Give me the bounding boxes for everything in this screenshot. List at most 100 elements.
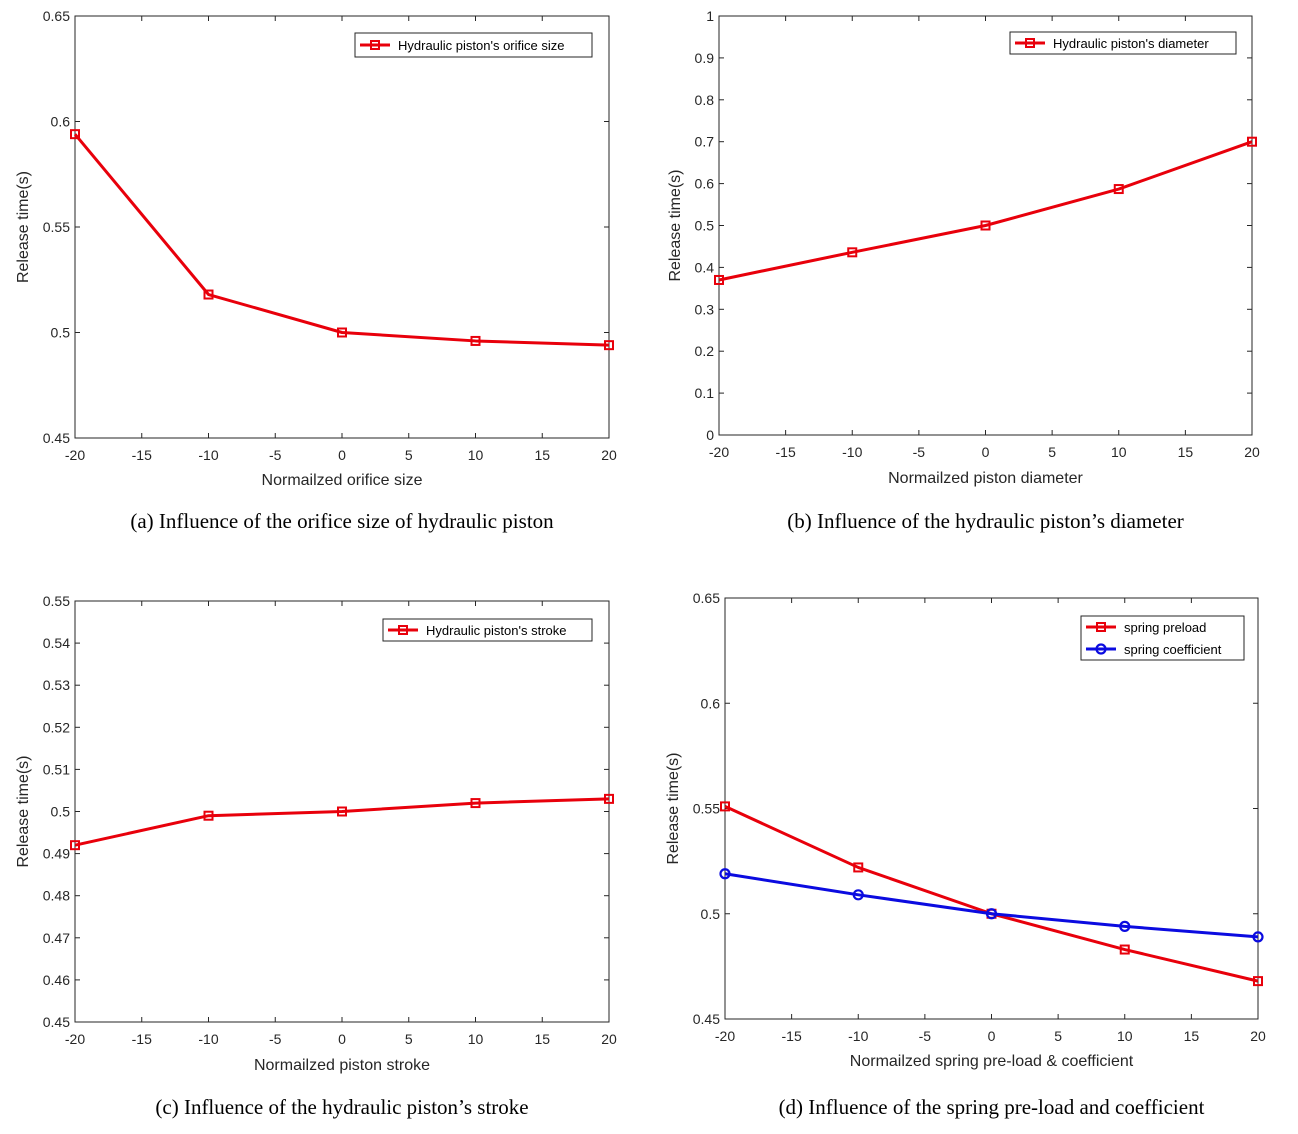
x-tick-label: 15 (534, 447, 550, 463)
x-tick-label: -5 (913, 444, 926, 460)
y-tick-label: 0.6 (701, 695, 721, 711)
y-tick-label: 0.45 (43, 430, 70, 446)
legend-box (354, 32, 593, 58)
data-point (337, 327, 347, 338)
y-tick-label: 0.4 (695, 259, 715, 275)
legend-label: spring coefficient (1124, 642, 1222, 657)
chart-b: -20 -15 -10 -5 0 5 10 15 20 0 0.1 0.2 0.3 0.4 0.5 0.6 0.… (667, 8, 1260, 533)
legend-box (1080, 615, 1245, 661)
x-tick-label: 20 (1250, 1028, 1266, 1044)
y-tick-label: 0.1 (695, 385, 715, 401)
data-point (470, 335, 481, 346)
series-line-0 (718, 140, 1253, 282)
y-tick-label: 0.47 (43, 930, 70, 946)
x-tick-label: -5 (269, 447, 282, 463)
x-tick-label: 0 (988, 1028, 996, 1044)
y-tick-label: 0.46 (43, 972, 70, 988)
data-point (1252, 931, 1264, 943)
y-tick-label: 0 (706, 427, 714, 443)
data-point (1119, 944, 1130, 955)
x-tick-label: -10 (198, 1031, 218, 1047)
y-tick-label: 0.52 (43, 719, 70, 735)
chart-a: -20 -15 -10 -5 0 5 10 15 20 0.45 0.5 0.55 0.6 0.65 Hyd… (15, 8, 617, 533)
y-tick-label: 0.5 (51, 325, 71, 341)
data-point (470, 798, 481, 809)
data-point (70, 840, 80, 851)
x-tick-label: -5 (269, 1031, 282, 1047)
series-line-0 (73, 133, 610, 347)
x-tick-label: -20 (65, 447, 85, 463)
x-tick-label: 10 (468, 1031, 484, 1047)
data-point (852, 889, 864, 901)
chart-caption: (a) Influence of the orifice size of hyd… (130, 509, 554, 533)
y-tick-label: 0.5 (695, 218, 715, 234)
x-tick-label: 5 (1048, 444, 1056, 460)
x-tick-label: 20 (601, 1031, 617, 1047)
x-axis-label: Normailzed piston stroke (254, 1057, 430, 1074)
x-tick-label: 10 (1111, 444, 1127, 460)
x-tick-label: -15 (782, 1028, 802, 1044)
data-point (985, 908, 998, 920)
data-point (1253, 976, 1263, 987)
data-point (203, 289, 214, 300)
y-axis-label: Release time(s) (15, 755, 32, 867)
legend-box (382, 618, 593, 642)
x-tick-label: -10 (198, 447, 218, 463)
legend-marker (1096, 622, 1106, 632)
x-tick-label: -15 (132, 1031, 152, 1047)
x-tick-label: 0 (338, 447, 346, 463)
y-tick-label: 0.65 (693, 590, 720, 606)
chart-c: -20 -15 -10 -5 0 5 10 15 20 0.45 0.46 0.47 0.48 0.49 0… (15, 593, 617, 1119)
y-tick-label: 0.8 (695, 92, 715, 108)
y-tick-label: 0.53 (43, 677, 70, 693)
y-tick-label: 0.49 (43, 846, 70, 862)
x-tick-label: 5 (405, 447, 413, 463)
chart-d: -20 -15 -10 -5 0 5 10 15 20 0.45 0.5 0.55 0.6 0.65 spr… (665, 590, 1266, 1119)
x-tick-label: -5 (919, 1028, 932, 1044)
y-tick-label: 0.6 (695, 176, 715, 192)
x-tick-label: 15 (1184, 1028, 1200, 1044)
y-tick-label: 0.48 (43, 888, 70, 904)
data-point (337, 806, 347, 817)
data-point (720, 801, 730, 812)
x-tick-label: 15 (534, 1031, 550, 1047)
x-tick-label: 0 (982, 444, 990, 460)
x-tick-label: 5 (405, 1031, 413, 1047)
data-point (719, 868, 731, 880)
x-tick-label: 10 (1117, 1028, 1133, 1044)
x-tick-label: -15 (776, 444, 796, 460)
x-tick-label: -20 (709, 444, 729, 460)
x-tick-label: -10 (842, 444, 862, 460)
data-point (70, 129, 80, 140)
legend-marker (1095, 643, 1107, 655)
x-tick-label: -20 (65, 1031, 85, 1047)
y-tick-label: 0.5 (51, 804, 71, 820)
x-axis-label: Normailzed spring pre-load & coefficient (850, 1053, 1134, 1070)
x-tick-label: -20 (715, 1028, 735, 1044)
data-point (847, 247, 858, 258)
data-point (1113, 184, 1124, 195)
y-tick-label: 0.51 (43, 761, 70, 777)
x-axis-label: Normailzed orifice size (262, 472, 423, 489)
y-tick-label: 0.55 (43, 593, 70, 609)
y-tick-label: 0.55 (693, 801, 720, 817)
data-point (853, 862, 864, 873)
legend-label: Hydraulic piston's stroke (426, 623, 566, 638)
legend-marker (398, 625, 408, 635)
y-tick-label: 0.55 (43, 219, 70, 235)
legend-marker (370, 40, 380, 50)
x-tick-label: -15 (132, 447, 152, 463)
y-axis-label: Release time(s) (665, 752, 682, 864)
chart-caption: (c) Influence of the hydraulic piston’s … (155, 1095, 528, 1119)
y-tick-label: 0.45 (693, 1011, 720, 1027)
y-tick-label: 0.2 (695, 343, 715, 359)
plot-frame (724, 597, 1259, 1020)
data-point (1119, 920, 1131, 932)
y-tick-label: 1 (706, 8, 714, 24)
y-axis-label: Release time(s) (15, 171, 32, 283)
x-tick-label: 20 (1244, 444, 1260, 460)
data-point (604, 793, 614, 804)
y-tick-label: 0.65 (43, 8, 70, 24)
y-tick-label: 0.5 (701, 906, 721, 922)
